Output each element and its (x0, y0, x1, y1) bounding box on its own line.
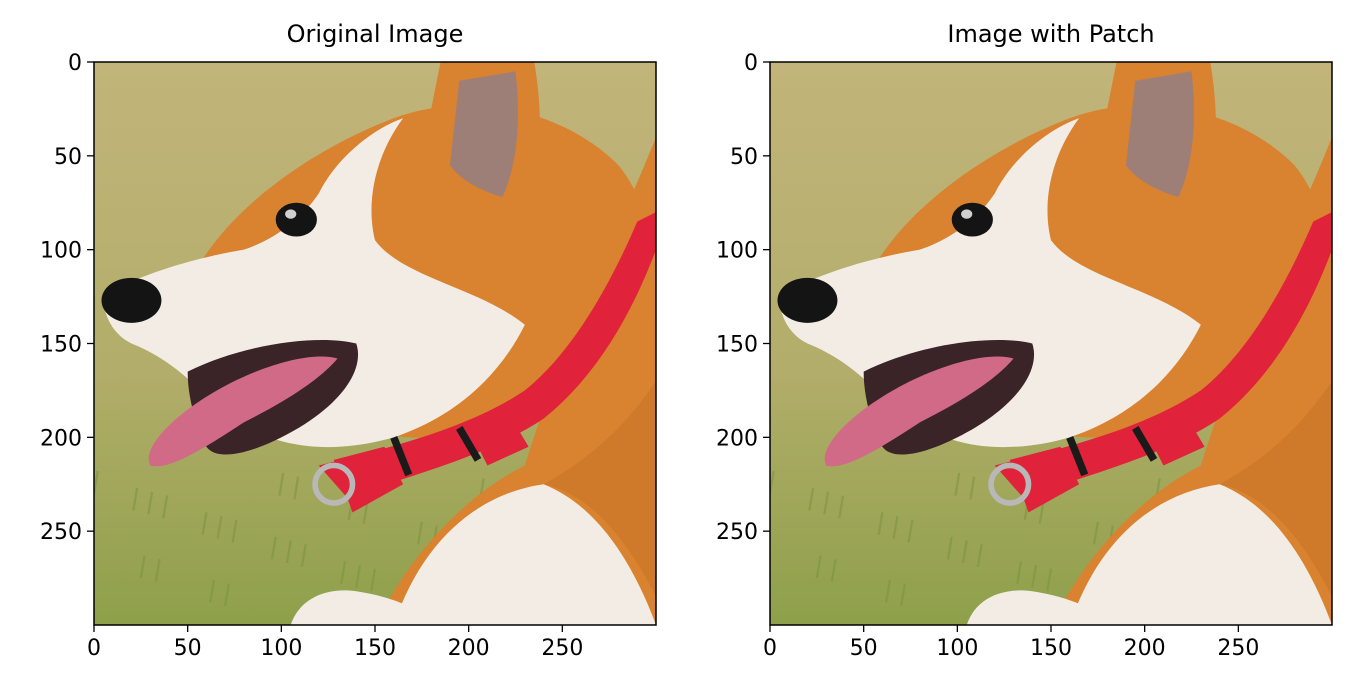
x-tick-label: 250 (541, 636, 583, 661)
x-tick-label: 250 (1217, 636, 1259, 661)
dog-chest (393, 484, 656, 625)
y-tick-label: 100 (716, 239, 758, 264)
chart-title: Image with Patch (947, 20, 1155, 48)
collar-ring (988, 462, 1032, 506)
y-tick-label: 0 (68, 51, 82, 76)
panel-original-image: Original Image 0 50 100 150 200 250 0 50 100 150 2… (0, 0, 660, 693)
image-area (770, 62, 1332, 625)
dog-eye (275, 202, 317, 237)
dog-paw (966, 590, 1117, 625)
x-tick-label: 0 (763, 636, 777, 661)
dog-tongue (148, 356, 338, 467)
corgi-image (770, 62, 1332, 625)
y-tick-label: 150 (716, 333, 758, 358)
y-tick-label: 200 (40, 426, 82, 451)
dog-ear-inner (449, 71, 518, 198)
chart-svg: 0 50 100 150 200 250 0 50 100 150 200 250 (716, 51, 1333, 661)
x-tick-label: 200 (1124, 636, 1166, 661)
x-tick-label: 100 (936, 636, 978, 661)
y-tick-label: 200 (716, 426, 758, 451)
x-tick-label: 150 (1030, 636, 1072, 661)
chart-title: Original Image (286, 20, 464, 48)
y-tick-label: 50 (730, 145, 758, 170)
dog-paw (290, 590, 441, 625)
y-tick-label: 100 (40, 239, 82, 264)
x-tick-label: 0 (87, 636, 101, 661)
x-tick-label: 200 (448, 636, 490, 661)
dog-eye (951, 202, 993, 237)
dog-ear-inner (1125, 71, 1194, 198)
x-tick-label: 100 (260, 636, 302, 661)
chart-svg: 0 50 100 150 200 250 0 50 100 150 200 250 (40, 51, 657, 661)
y-tick-label: 150 (40, 333, 82, 358)
dog-nose (101, 277, 162, 323)
dog-tongue (824, 356, 1014, 467)
x-tick-label: 50 (850, 636, 878, 661)
dog-nose (777, 277, 838, 323)
dog-chest (1069, 484, 1332, 625)
x-tick-label: 150 (354, 636, 396, 661)
panel-image-with-patch: Image with Patch 0 50 100 150 200 250 0 50 100 15… (676, 0, 1336, 693)
y-tick-label: 250 (40, 520, 82, 545)
corgi-image (94, 62, 656, 625)
y-tick-label: 250 (716, 520, 758, 545)
y-tick-label: 0 (744, 51, 758, 76)
image-area (94, 62, 656, 625)
y-tick-label: 50 (54, 145, 82, 170)
collar-ring (312, 462, 356, 506)
x-tick-label: 50 (174, 636, 202, 661)
